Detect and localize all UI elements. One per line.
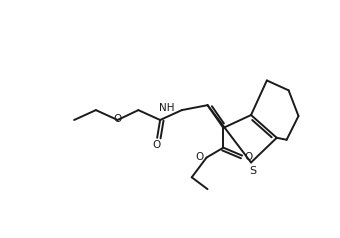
- Text: O: O: [114, 114, 122, 124]
- Text: S: S: [250, 166, 257, 176]
- Text: O: O: [244, 152, 252, 162]
- Text: NH: NH: [159, 103, 175, 113]
- Text: O: O: [152, 140, 160, 150]
- Text: O: O: [195, 152, 204, 162]
